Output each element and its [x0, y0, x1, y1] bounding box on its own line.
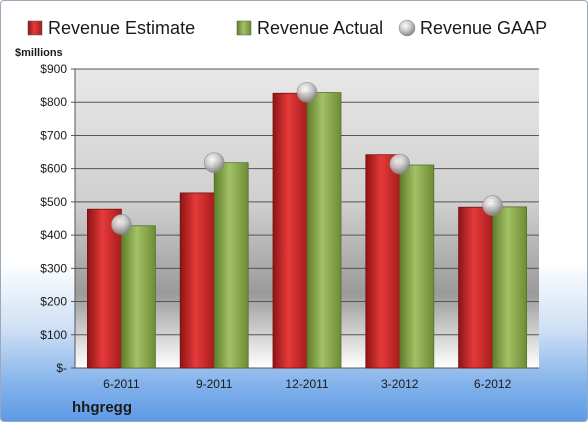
y-tick-label: $900: [40, 62, 67, 76]
legend-label: Revenue Actual: [257, 18, 383, 38]
legend-label: Revenue Estimate: [48, 18, 195, 38]
legend-swatch: [27, 20, 43, 36]
bar-revenue-actual: [492, 206, 528, 369]
bar-revenue-estimate: [179, 192, 215, 369]
bar-revenue-actual: [121, 225, 156, 369]
legend-label: Revenue GAAP: [420, 18, 547, 38]
marker-revenue-gaap: [111, 214, 132, 235]
bar-revenue-estimate: [365, 154, 401, 369]
x-tick-label: 12-2011: [285, 377, 328, 391]
bar-revenue-estimate: [272, 92, 308, 369]
x-tick-label: 9-2011: [196, 377, 233, 391]
bar-revenue-actual: [399, 164, 435, 369]
legend: Revenue Estimate Revenue Actual Revenue GA…: [27, 18, 547, 38]
company-name: hhgregg: [72, 399, 132, 416]
x-tick-label: 6-2012: [474, 377, 512, 391]
x-tick-label: 3-2012: [381, 377, 419, 391]
y-tick-label: $200: [40, 295, 67, 309]
y-tick-label: $300: [40, 261, 67, 275]
y-axis-unit-label: $millions: [15, 47, 63, 59]
bar-revenue-estimate: [87, 208, 122, 369]
x-tick-label: 6-2011: [103, 377, 140, 391]
marker-revenue-gaap: [203, 152, 225, 173]
y-tick-label: $100: [40, 328, 67, 342]
y-tick-label: $-: [56, 361, 67, 375]
y-tick-label: $600: [40, 162, 67, 176]
bar-revenue-actual: [213, 162, 249, 369]
y-tick-label: $500: [40, 195, 67, 209]
marker-revenue-gaap: [296, 81, 318, 103]
y-tick-label: $700: [40, 128, 67, 142]
y-tick-label: $400: [40, 228, 67, 242]
y-tick-label: $800: [40, 95, 67, 109]
bar-revenue-estimate: [458, 206, 494, 369]
marker-revenue-gaap: [389, 153, 411, 175]
legend-swatch: [236, 20, 252, 36]
plot-area: $- $100 $200 $300 $400 $500 $600 $700 $800 $900 6-…: [40, 62, 539, 391]
bar-revenue-actual: [306, 92, 342, 369]
legend-swatch: [398, 19, 416, 37]
marker-revenue-gaap: [482, 195, 503, 216]
